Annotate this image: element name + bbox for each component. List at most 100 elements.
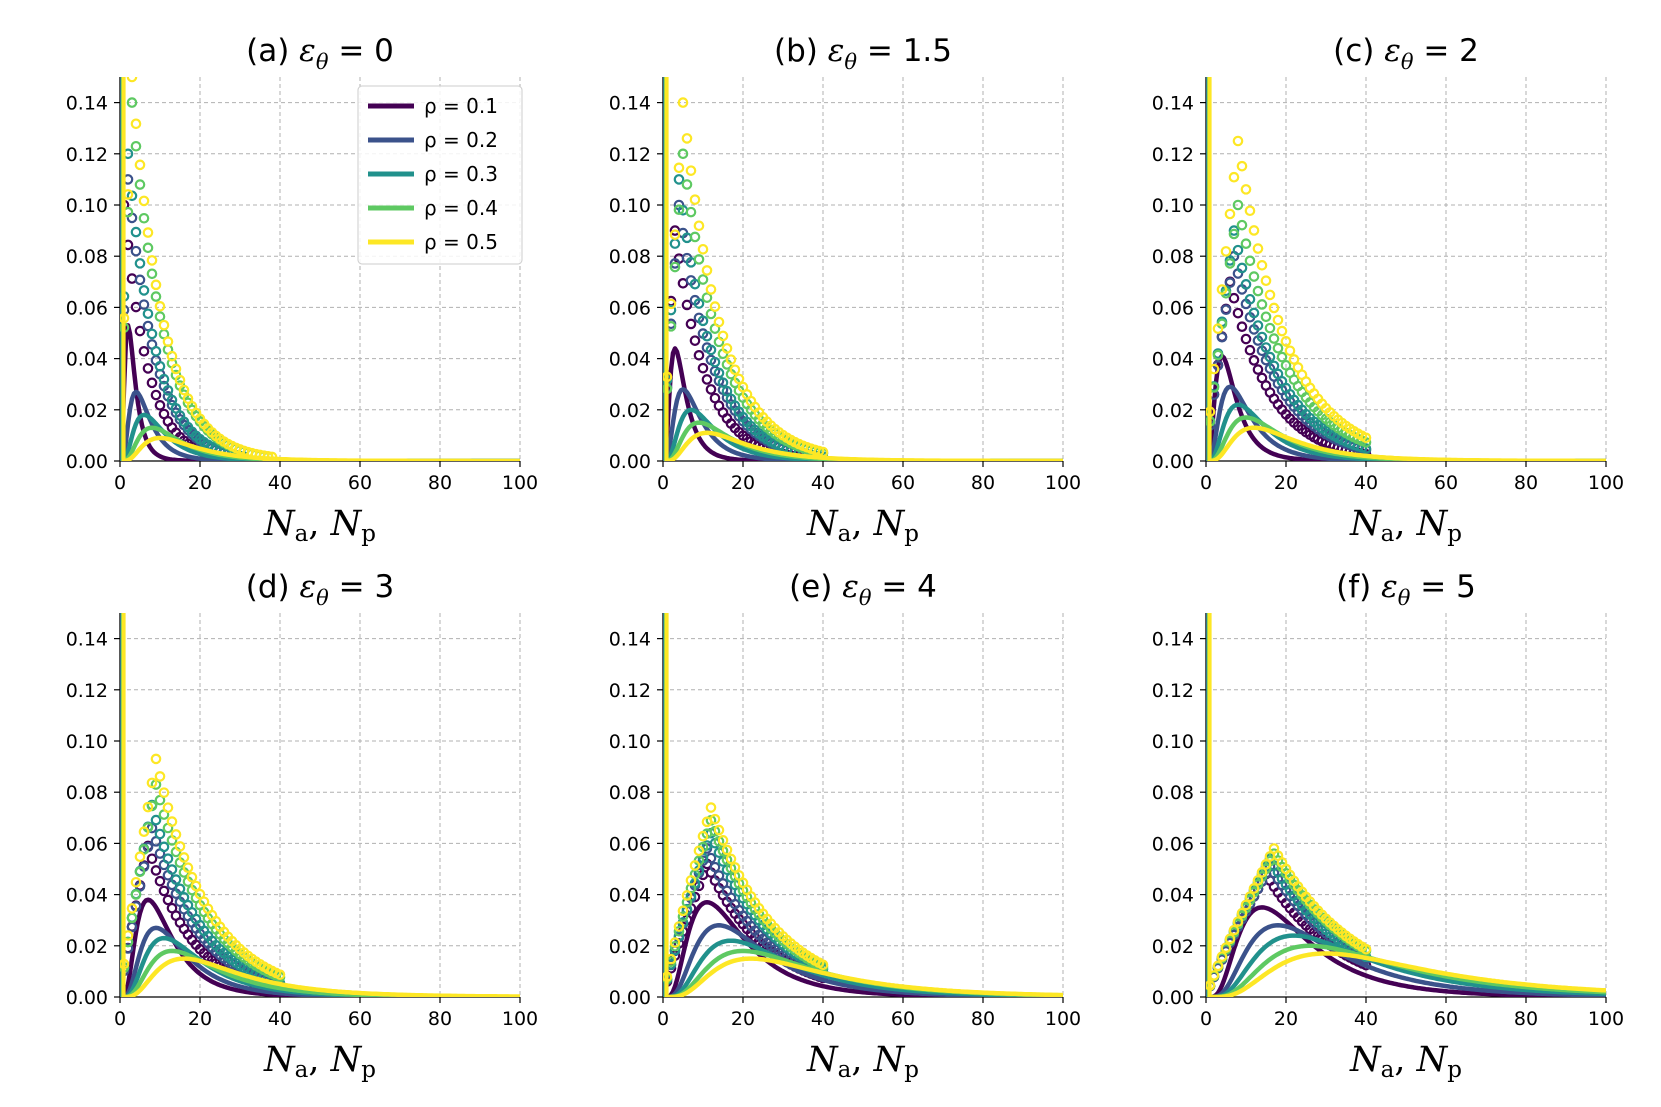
series-marker-4 <box>1252 875 1264 886</box>
series-marker-4 <box>1244 891 1256 902</box>
y-tick-label: 0.12 <box>66 144 108 166</box>
series-marker-4 <box>665 953 677 965</box>
x-tick-label: 40 <box>1354 472 1378 494</box>
series-marker-2 <box>689 278 701 290</box>
x-tick-label: 80 <box>428 1008 452 1030</box>
y-tick-label: 0.02 <box>1152 936 1194 958</box>
y-tick-label: 0.06 <box>609 297 651 319</box>
series-marker-3 <box>1264 322 1276 334</box>
series-marker-4 <box>1360 943 1372 955</box>
series-marker-2 <box>693 298 705 309</box>
series-marker-0 <box>158 885 170 897</box>
x-tick-label: 100 <box>502 472 538 494</box>
x-tick-label: 0 <box>657 472 669 494</box>
series-line-0 <box>1206 353 1606 461</box>
series-marker-3 <box>126 97 138 108</box>
y-tick-label: 0.06 <box>66 833 108 855</box>
series-marker-4 <box>162 802 174 813</box>
series-marker-4 <box>1252 243 1264 254</box>
y-tick-label: 0.08 <box>1152 782 1194 804</box>
panel-5: 0 20 40 60 80 100 0.00 0.02 0.04 0.06 0.08 0.10 0.12… <box>1152 569 1624 1083</box>
series-marker-0 <box>134 325 146 337</box>
x-tick-label: 100 <box>502 1008 538 1030</box>
series-marker-2 <box>138 285 150 296</box>
y-tick-label: 0.12 <box>609 144 651 166</box>
series-marker-2 <box>154 360 166 372</box>
series-marker-2 <box>170 874 182 885</box>
series-marker-2 <box>166 394 178 406</box>
series-line-1 <box>1207 923 1606 997</box>
series-marker-3 <box>138 212 150 224</box>
x-tick-label: 40 <box>811 472 835 494</box>
y-tick-label: 0.04 <box>66 885 108 907</box>
series-line-4 <box>121 956 520 997</box>
series-marker-4 <box>685 875 697 886</box>
series-marker-4 <box>1260 859 1272 870</box>
series-marker-0 <box>154 875 166 887</box>
legend-entry: ρ = 0.1 <box>424 94 498 118</box>
y-tick-label: 0.06 <box>609 833 651 855</box>
series-marker-3 <box>1224 258 1236 269</box>
x-tick-label: 60 <box>1434 1008 1458 1030</box>
series-marker-3 <box>677 148 689 160</box>
series-marker-3 <box>1272 342 1284 354</box>
series-marker-4 <box>170 829 182 840</box>
series-marker-4 <box>689 860 701 871</box>
series-marker-4 <box>158 319 170 331</box>
series-marker-1 <box>138 299 150 310</box>
series-marker-4 <box>689 194 701 205</box>
series-marker-3 <box>130 140 142 152</box>
series-marker-4 <box>134 159 146 171</box>
x-tick-label: 20 <box>1274 472 1298 494</box>
series-line-4 <box>121 435 520 461</box>
series-marker-4 <box>130 118 142 130</box>
series-marker-3 <box>1248 271 1260 282</box>
series-marker-4 <box>1264 289 1276 301</box>
series-marker-4 <box>1208 970 1220 981</box>
legend-box <box>357 85 523 265</box>
y-tick-label: 0.00 <box>66 987 108 1009</box>
series-marker-4 <box>274 969 286 980</box>
series-marker-3 <box>685 206 697 218</box>
series-marker-4 <box>1284 345 1296 357</box>
series-marker-4 <box>669 937 681 948</box>
y-tick-label: 0.14 <box>66 93 108 115</box>
series-marker-2 <box>669 238 681 249</box>
series-marker-0 <box>138 346 150 357</box>
series-marker-4 <box>1228 171 1240 183</box>
x-tick-label: 0 <box>114 472 126 494</box>
series-marker-4 <box>697 830 709 842</box>
y-tick-label: 0.04 <box>609 885 651 907</box>
y-tick-label: 0.14 <box>609 629 651 651</box>
series-marker-4 <box>150 753 162 765</box>
y-tick-label: 0.02 <box>609 400 651 422</box>
series-marker-2 <box>1252 320 1264 331</box>
series-marker-2 <box>1244 293 1256 305</box>
series-marker-3 <box>146 268 158 280</box>
series-marker-2 <box>1268 360 1280 372</box>
series-line-2 <box>1207 933 1606 997</box>
series-marker-4 <box>709 301 721 312</box>
y-tick-label: 0.12 <box>609 680 651 702</box>
series-marker-0 <box>150 389 162 401</box>
x-axis-label: Na, Np <box>806 504 919 547</box>
series-marker-0 <box>697 362 709 374</box>
panel-title: (c) εθ = 2 <box>1333 33 1479 74</box>
series-marker-3 <box>130 889 142 900</box>
series-marker-4 <box>1224 933 1236 945</box>
series-marker-4 <box>1206 980 1216 991</box>
x-tick-label: 100 <box>1045 1008 1081 1030</box>
series-marker-0 <box>1228 292 1240 304</box>
series-marker-4 <box>1236 160 1248 172</box>
series-marker-4 <box>677 97 689 108</box>
y-tick-label: 0.12 <box>1152 144 1194 166</box>
y-tick-label: 0.08 <box>66 246 108 268</box>
series-marker-3 <box>1276 351 1288 363</box>
y-tick-label: 0.00 <box>66 451 108 473</box>
y-tick-label: 0.00 <box>1152 451 1194 473</box>
x-tick-label: 60 <box>891 1008 915 1030</box>
series-marker-0 <box>1240 333 1252 345</box>
series-line-4 <box>664 430 1063 461</box>
x-tick-label: 100 <box>1588 1008 1624 1030</box>
x-tick-label: 20 <box>188 472 212 494</box>
